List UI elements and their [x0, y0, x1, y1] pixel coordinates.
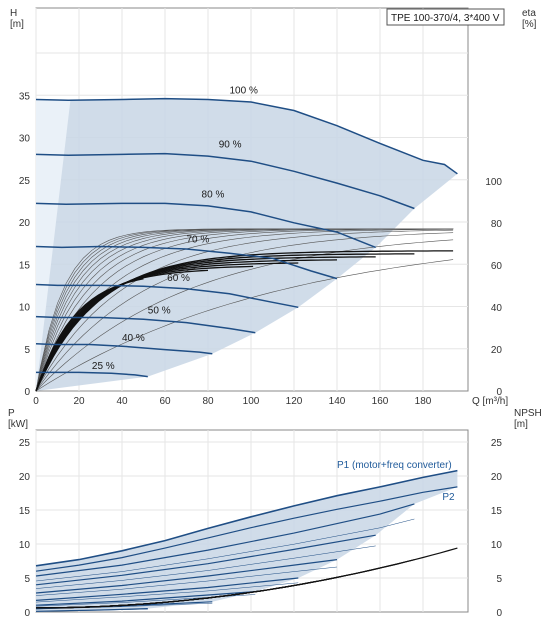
y-left-axis-label: H — [10, 8, 17, 19]
top-envelope-left-wedge — [36, 99, 71, 391]
system-curve — [35, 229, 454, 392]
y-left-tick-label: 30 — [19, 134, 31, 145]
series-label-p1: P1 (motor+freq converter) — [337, 460, 452, 471]
y-left-tick-label: 20 — [19, 472, 31, 483]
y-left-axis-label: P — [8, 408, 15, 419]
y-left-axis-label: [m] — [10, 19, 24, 30]
y-left-tick-label: 5 — [24, 345, 30, 356]
speed-curve-40 — [35, 342, 213, 355]
power-curve — [35, 469, 458, 567]
y-left-tick-label: 0 — [24, 387, 30, 398]
power-curve — [35, 534, 376, 586]
y-left-tick-label: 35 — [19, 91, 31, 102]
y-right-axis-label: [m] — [514, 419, 528, 430]
y-left-tick-label: 20 — [19, 218, 31, 229]
y-left-tick-label: 5 — [24, 574, 30, 585]
power-curve — [35, 559, 338, 594]
npsh-curve — [35, 547, 458, 609]
x-tick-label: 0 — [33, 396, 39, 407]
top-speed-curves: 100 % 90 % 80 % 70 % 60 % 50 % 40 % 25 % — [35, 86, 458, 378]
x-axis-label: Q [m³/h] — [472, 396, 508, 407]
y-left-axis-label: [kW] — [8, 419, 28, 430]
system-curve — [35, 228, 454, 392]
y-left-tick-label: 25 — [19, 438, 31, 449]
power-curve — [35, 577, 299, 601]
speed-label: 60 % — [167, 273, 190, 284]
y-left-tick-label: 25 — [19, 176, 31, 187]
y-right-tick-label: 40 — [491, 303, 503, 314]
title-box — [386, 8, 505, 26]
x-tick-label: 80 — [202, 396, 214, 407]
y-right-axis-label: [%] — [522, 19, 537, 30]
power-curve-p2 — [35, 594, 256, 607]
chart-title: TPE 100-370/4, 3*400 V — [391, 13, 500, 24]
y-right-tick-label: 0 — [496, 387, 502, 398]
x-tick-label: 140 — [329, 396, 346, 407]
y-left-tick-label: 15 — [19, 260, 31, 271]
efficiency-curve — [35, 259, 338, 392]
y-right-tick-label: 20 — [491, 472, 503, 483]
speed-curve-50 — [35, 315, 256, 334]
power-curve — [35, 486, 458, 572]
efficiency-curve — [35, 256, 376, 392]
efficiency-curve — [35, 262, 299, 392]
x-tick-label: 160 — [372, 396, 389, 407]
x-tick-label: 100 — [243, 396, 260, 407]
series-label-p2: P2 — [442, 492, 455, 503]
speed-label: 40 % — [122, 333, 145, 344]
power-curve-p2 — [35, 608, 148, 612]
speed-label: 90 % — [219, 140, 242, 151]
y-right-axis-label: eta — [522, 8, 536, 19]
speed-curve-60 — [35, 283, 299, 309]
system-curve — [35, 228, 454, 392]
y-right-tick-label: 60 — [491, 261, 503, 272]
y-right-tick-label: 20 — [491, 345, 503, 356]
speed-curve-90 — [35, 152, 415, 210]
y-left-tick-label: 10 — [19, 303, 31, 314]
y-right-tick-label: 25 — [491, 438, 503, 449]
power-curve-p2 — [35, 518, 415, 582]
speed-label: 70 % — [187, 234, 210, 245]
power-curve-p2 — [35, 566, 338, 596]
y-right-tick-label: 10 — [491, 540, 503, 551]
x-tick-label: 60 — [159, 396, 171, 407]
y-right-tick-label: 80 — [491, 219, 503, 230]
y-right-tick-label: 0 — [496, 608, 502, 619]
speed-label: 50 % — [148, 305, 171, 316]
y-right-axis-label: NPSH — [514, 408, 542, 419]
speed-curve-70 — [35, 245, 338, 280]
speed-label: 25 % — [92, 361, 115, 372]
system-curve — [35, 239, 454, 392]
system-curve — [35, 259, 454, 392]
x-tick-label: 20 — [73, 396, 85, 407]
power-curve — [35, 591, 256, 606]
power-curve-p2 — [35, 602, 213, 610]
speed-curve-100 — [35, 97, 458, 175]
x-tick-label: 40 — [116, 396, 128, 407]
y-right-tick-label: 5 — [496, 574, 502, 585]
y-left-tick-label: 10 — [19, 540, 31, 551]
bottom-axes: 0 5 10 15 20 25 0 5 10 15 20 25 P[kW] NPSH[m] — [8, 408, 542, 619]
top-operating-envelope — [36, 98, 458, 391]
y-right-tick-label: 15 — [491, 506, 503, 517]
bottom-power-curves — [35, 469, 458, 612]
speed-label: 80 % — [202, 189, 225, 200]
top-axes: 0 20 40 60 80 100 120 140 160 180 0 5 10 15 20 25 30 35 0 2… — [10, 8, 537, 407]
x-tick-label: 180 — [415, 396, 432, 407]
speed-curve-80 — [35, 202, 376, 249]
y-left-tick-label: 15 — [19, 506, 31, 517]
y-right-tick-label: 100 — [485, 177, 502, 188]
power-curve — [35, 503, 415, 577]
x-tick-label: 120 — [286, 396, 303, 407]
y-left-tick-label: 0 — [24, 608, 30, 619]
bottom-npsh-curves — [35, 547, 458, 609]
power-curve-p2 — [35, 545, 376, 589]
power-curve-p2 — [35, 582, 299, 603]
speed-label: 100 % — [230, 86, 258, 97]
speed-curve-25 — [36, 371, 148, 378]
